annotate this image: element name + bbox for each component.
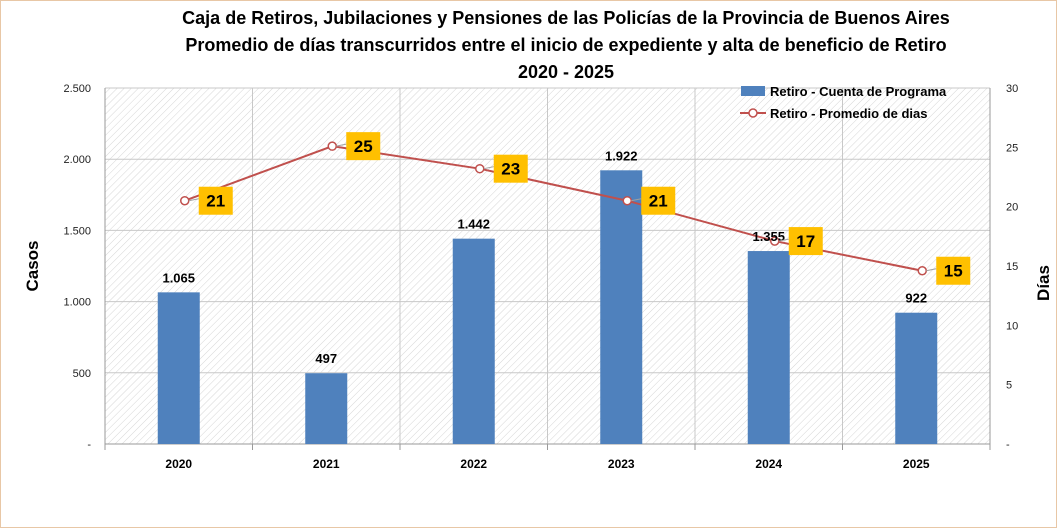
line-value-label: 15 xyxy=(944,262,963,281)
bar xyxy=(157,292,200,444)
bar-series xyxy=(157,170,938,445)
bar-value-label: 1.922 xyxy=(605,148,638,163)
line-value-label: 17 xyxy=(796,232,815,251)
line-value-label: 21 xyxy=(649,192,668,211)
y-tick-label: 1.000 xyxy=(63,297,91,309)
line-value-label: 21 xyxy=(206,192,225,211)
bar xyxy=(747,251,790,444)
line-label-box xyxy=(198,186,233,215)
legend-swatch-bars xyxy=(741,86,765,96)
y2-tick-label: - xyxy=(1006,439,1010,451)
line-marker xyxy=(622,195,632,206)
y-tick-label: 500 xyxy=(73,368,91,380)
line-marker xyxy=(475,163,485,174)
line-value-label: 23 xyxy=(501,160,520,179)
x-tick-label: 2022 xyxy=(460,457,487,471)
y2-axis-title: Días xyxy=(1034,265,1053,301)
y-axis-title: Casos xyxy=(23,240,42,291)
line-label-leader xyxy=(778,238,789,242)
bar-value-label: 1.355 xyxy=(752,229,785,244)
x-tick-label: 2024 xyxy=(755,457,782,471)
y2-tick-label: 25 xyxy=(1006,142,1018,154)
chart-title-line-1: Caja de Retiros, Jubilaciones y Pensione… xyxy=(182,8,950,28)
x-tick-label: 2025 xyxy=(903,457,930,471)
x-tick-label: 2023 xyxy=(608,457,635,471)
x-tick-label: 2021 xyxy=(313,457,340,471)
axes: -5001.0001.5002.0002.500-510152025302020… xyxy=(63,83,1018,471)
legend-label-line: Retiro - Promedio de dias xyxy=(770,106,927,121)
line-marker xyxy=(180,195,190,206)
line-label-leader xyxy=(926,268,937,272)
chart-title-line-2: Promedio de días transcurridos entre el … xyxy=(185,35,946,55)
line-marker xyxy=(327,141,337,151)
y-tick-label: - xyxy=(87,439,91,451)
bar xyxy=(305,373,348,444)
bar xyxy=(895,312,938,444)
line-label-leader xyxy=(483,166,494,170)
data-labels: 1.065 497 1.442 1.922 1.355 922 21 25 23 21 17 15 xyxy=(162,132,971,366)
y2-tick-label: 30 xyxy=(1006,83,1018,95)
bar-value-label: 1.442 xyxy=(457,217,490,232)
y2-tick-label: 20 xyxy=(1006,202,1018,214)
line-label-box xyxy=(493,154,528,183)
line-label-box xyxy=(936,256,971,285)
y2-tick-label: 10 xyxy=(1006,320,1018,332)
y2-tick-label: 15 xyxy=(1006,261,1018,273)
bar xyxy=(600,170,643,445)
y-tick-label: 1.500 xyxy=(63,225,91,237)
line-label-box xyxy=(346,132,381,161)
bar-value-label: 1.065 xyxy=(162,270,195,285)
x-tick-label: 2020 xyxy=(165,457,192,471)
line-label-leader xyxy=(188,198,199,202)
bar-value-label: 497 xyxy=(315,351,337,366)
line-label-box xyxy=(641,186,676,215)
y-tick-label: 2.000 xyxy=(63,154,91,166)
bar-value-label: 922 xyxy=(905,291,927,306)
y-tick-label: 2.500 xyxy=(63,83,91,95)
line-value-label: 25 xyxy=(354,137,373,156)
line-marker xyxy=(917,265,927,276)
y2-tick-label: 5 xyxy=(1006,380,1012,392)
line-label-leader xyxy=(631,198,642,202)
legend: Retiro - Cuenta de Programa Retiro - Pro… xyxy=(740,84,947,121)
legend-label-bars: Retiro - Cuenta de Programa xyxy=(770,84,947,99)
bar xyxy=(452,238,495,444)
line-label-leader xyxy=(336,143,347,147)
legend-swatch-marker xyxy=(748,108,758,118)
chart-title-line-3: 2020 - 2025 xyxy=(518,62,614,82)
line-label-box xyxy=(788,227,823,256)
